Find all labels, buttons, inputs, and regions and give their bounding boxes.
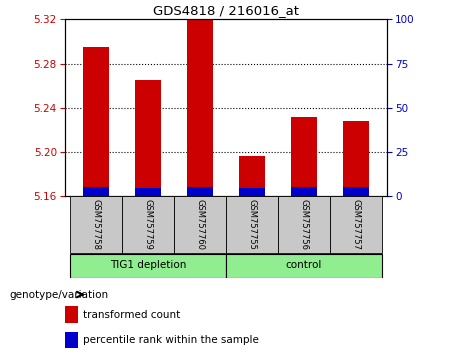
- Bar: [83, 187, 109, 196]
- Bar: [135, 80, 161, 196]
- Text: GSM757758: GSM757758: [91, 199, 100, 250]
- Bar: [239, 155, 265, 196]
- Bar: [83, 47, 109, 196]
- Text: genotype/variation: genotype/variation: [9, 290, 108, 299]
- Text: GSM757755: GSM757755: [248, 199, 256, 250]
- Title: GDS4818 / 216016_at: GDS4818 / 216016_at: [153, 4, 299, 17]
- Text: GSM757757: GSM757757: [351, 199, 361, 250]
- FancyBboxPatch shape: [226, 196, 278, 253]
- Text: control: control: [286, 261, 322, 270]
- Text: transformed count: transformed count: [83, 310, 180, 320]
- Bar: [343, 187, 369, 196]
- Text: GSM757760: GSM757760: [195, 199, 204, 250]
- FancyBboxPatch shape: [226, 254, 382, 278]
- Bar: [187, 187, 213, 196]
- Bar: [187, 17, 213, 196]
- FancyBboxPatch shape: [70, 254, 226, 278]
- FancyBboxPatch shape: [70, 196, 122, 253]
- Bar: [239, 188, 265, 196]
- FancyBboxPatch shape: [122, 196, 174, 253]
- Text: percentile rank within the sample: percentile rank within the sample: [83, 335, 259, 345]
- Text: TIG1 depletion: TIG1 depletion: [110, 261, 186, 270]
- Bar: [343, 121, 369, 196]
- Bar: [291, 117, 317, 196]
- Bar: [135, 188, 161, 196]
- Text: GSM757759: GSM757759: [143, 199, 152, 250]
- Text: GSM757756: GSM757756: [300, 199, 308, 250]
- Bar: [291, 187, 317, 196]
- FancyBboxPatch shape: [330, 196, 382, 253]
- FancyBboxPatch shape: [278, 196, 330, 253]
- Bar: [65, 307, 78, 323]
- Bar: [65, 332, 78, 348]
- FancyBboxPatch shape: [174, 196, 226, 253]
